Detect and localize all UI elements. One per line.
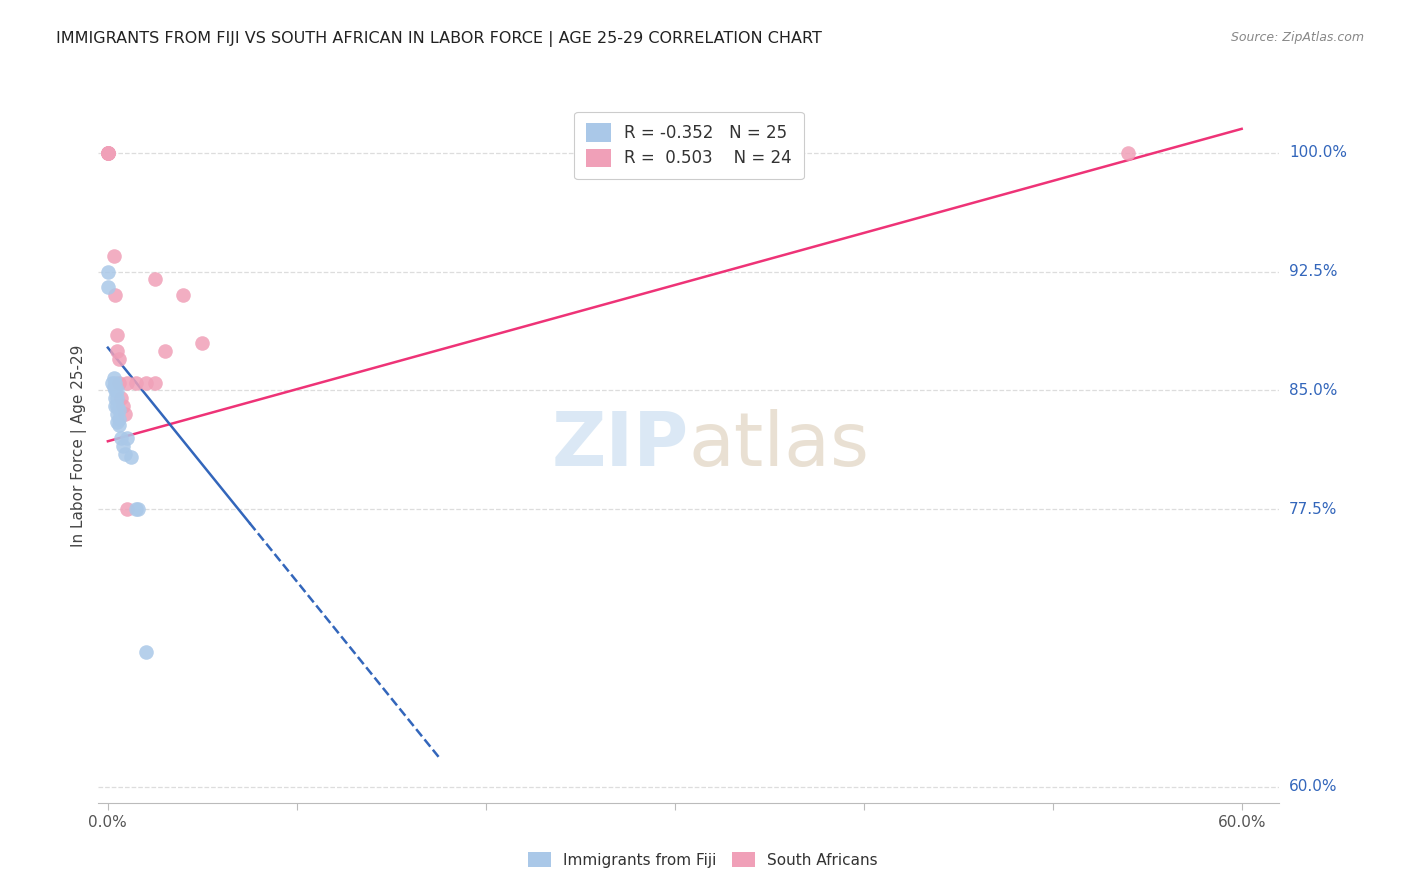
Point [100,376,122,390]
Text: 85.0%: 85.0% [1289,383,1337,398]
Point [143,272,166,286]
Y-axis label: In Labor Force | Age 25-29: In Labor Force | Age 25-29 [72,345,87,547]
Point [1116,145,1139,160]
Text: atlas: atlas [689,409,870,483]
Point [115,431,138,445]
Point [111,439,134,453]
Point [105,400,128,414]
Point [125,502,148,516]
Point [97,145,120,160]
Point [111,400,134,414]
Point [104,400,127,414]
Point [97,145,120,160]
Point [153,343,176,358]
Legend: Immigrants from Fiji, South Africans: Immigrants from Fiji, South Africans [520,844,886,875]
Point [110,431,132,445]
Point [172,288,194,302]
Point [125,376,148,390]
Point [108,376,131,390]
Point [105,392,128,406]
Point [105,343,128,358]
Point [110,392,132,406]
Point [103,249,125,263]
Point [127,502,149,516]
Point [114,447,136,461]
Point [115,376,138,390]
Point [97,280,120,294]
Text: 92.5%: 92.5% [1289,264,1337,279]
Point [105,415,128,429]
Point [97,145,120,160]
Point [104,392,127,406]
Text: IMMIGRANTS FROM FIJI VS SOUTH AFRICAN IN LABOR FORCE | AGE 25-29 CORRELATION CHA: IMMIGRANTS FROM FIJI VS SOUTH AFRICAN IN… [56,31,823,47]
Point [108,412,131,426]
Point [143,376,166,390]
Text: 60.0%: 60.0% [1289,780,1337,795]
Point [103,371,125,385]
Text: 100.0%: 100.0% [1289,145,1347,161]
Point [114,407,136,421]
Point [104,384,127,398]
Point [120,450,142,464]
Point [97,145,120,160]
Point [97,264,120,278]
Text: 77.5%: 77.5% [1289,502,1337,517]
Point [108,402,131,417]
Point [191,335,214,350]
Text: Source: ZipAtlas.com: Source: ZipAtlas.com [1230,31,1364,45]
Legend: R = -0.352   N = 25, R =  0.503    N = 24: R = -0.352 N = 25, R = 0.503 N = 24 [574,112,804,179]
Point [115,502,138,516]
Point [97,145,120,160]
Point [135,645,157,659]
Point [103,380,125,394]
Point [105,328,128,343]
Text: ZIP: ZIP [551,409,689,483]
Point [104,288,127,302]
Point [104,376,127,390]
Point [135,376,157,390]
Point [105,407,128,421]
Point [105,384,128,398]
Point [108,351,131,366]
Point [108,418,131,433]
